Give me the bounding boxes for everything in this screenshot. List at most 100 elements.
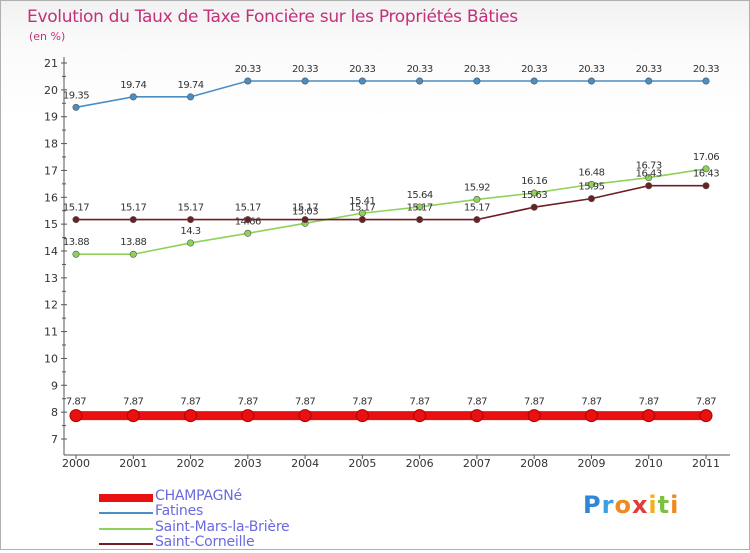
legend-swatch [99, 494, 153, 502]
data-point [702, 77, 710, 85]
data-point [244, 77, 252, 85]
data-label: 20.33 [292, 64, 318, 75]
y-tick-label: 10 [44, 352, 58, 365]
data-label: 15.17 [349, 203, 375, 214]
y-tick-label: 12 [44, 299, 58, 312]
y-axis-unit: (en %) [29, 30, 66, 43]
data-point [69, 409, 83, 423]
data-label: 20.33 [235, 64, 261, 75]
series-line [76, 184, 706, 221]
data-point [473, 195, 481, 203]
legend-swatch [99, 528, 153, 530]
data-point [72, 250, 80, 258]
x-tick-label: 2011 [692, 457, 720, 470]
y-tick-label: 17 [44, 164, 58, 177]
data-label: 20.33 [636, 64, 662, 75]
data-point [126, 409, 140, 423]
data-point [187, 239, 195, 247]
x-tick-label: 2002 [177, 457, 205, 470]
y-tick-label: 9 [51, 379, 58, 392]
y-tick-label: 16 [44, 191, 58, 204]
data-label: 7.87 [696, 397, 716, 408]
y-tick-label: 8 [51, 406, 58, 419]
data-point [241, 409, 255, 423]
data-point [584, 409, 598, 423]
data-point [129, 93, 137, 101]
data-label: 15.17 [235, 203, 261, 214]
data-label: 7.87 [410, 397, 430, 408]
data-label: 13.88 [63, 237, 89, 248]
data-point [358, 216, 366, 224]
data-point [301, 216, 309, 224]
data-label: 7.87 [581, 397, 601, 408]
data-point [298, 409, 312, 423]
data-point [72, 103, 80, 111]
data-label: 19.74 [177, 80, 203, 91]
data-point [129, 250, 137, 258]
data-point [527, 409, 541, 423]
data-point [355, 409, 369, 423]
data-point [587, 180, 595, 188]
data-point [358, 77, 366, 85]
data-label: 19.74 [120, 80, 146, 91]
legend-label: Saint-Corneille [155, 534, 255, 550]
data-point [645, 182, 653, 190]
data-label: 15.17 [292, 203, 318, 214]
series-line [75, 80, 706, 109]
y-tick-label: 15 [44, 218, 58, 231]
data-point [244, 229, 252, 237]
data-point [530, 77, 538, 85]
data-point [72, 216, 80, 224]
data-point [416, 203, 424, 211]
x-tick-label: 2003 [234, 457, 262, 470]
data-label: 13.88 [120, 237, 146, 248]
data-label: 15.64 [407, 190, 433, 201]
y-tick-label: 18 [44, 138, 58, 151]
x-tick-label: 2010 [635, 457, 663, 470]
data-point [702, 182, 710, 190]
data-label: 14.3 [180, 226, 200, 237]
data-label: 20.33 [407, 64, 433, 75]
data-point [470, 409, 484, 423]
x-tick-label: 2006 [406, 457, 434, 470]
data-point [416, 77, 424, 85]
data-point [187, 93, 195, 101]
y-tick-label: 19 [44, 111, 58, 124]
data-label: 16.43 [636, 169, 662, 180]
data-label: 7.87 [238, 397, 258, 408]
data-point [413, 409, 427, 423]
data-label: 16.16 [521, 176, 547, 187]
data-label: 15.95 [578, 182, 604, 193]
legend-label: Fatines [155, 503, 204, 519]
series-line [76, 168, 707, 256]
x-tick-label: 2000 [62, 457, 90, 470]
x-tick-label: 2007 [463, 457, 491, 470]
x-tick-label: 2008 [520, 457, 548, 470]
data-point [530, 203, 538, 211]
data-label: 20.33 [578, 64, 604, 75]
data-label: 16.43 [693, 169, 719, 180]
data-label: 7.87 [639, 397, 659, 408]
data-label: 7.87 [352, 397, 372, 408]
data-label: 20.33 [349, 64, 375, 75]
data-label: 15.92 [464, 182, 490, 193]
data-point [187, 216, 195, 224]
data-label: 7.87 [66, 397, 86, 408]
data-label: 7.87 [123, 397, 143, 408]
data-point [416, 216, 424, 224]
data-label: 7.87 [180, 397, 200, 408]
data-label: 15.17 [464, 203, 490, 214]
data-point [244, 216, 252, 224]
y-tick-label: 14 [44, 245, 58, 258]
x-tick-label: 2001 [119, 457, 147, 470]
data-point [587, 77, 595, 85]
data-label: 20.33 [521, 64, 547, 75]
data-label: 15.63 [521, 190, 547, 201]
data-label: 19.35 [63, 90, 89, 101]
data-label: 16.73 [636, 161, 662, 172]
y-tick-label: 21 [44, 57, 58, 70]
data-point [702, 165, 710, 173]
legend-label: Saint-Mars-la-Brière [155, 519, 290, 535]
data-label: 7.87 [295, 397, 315, 408]
